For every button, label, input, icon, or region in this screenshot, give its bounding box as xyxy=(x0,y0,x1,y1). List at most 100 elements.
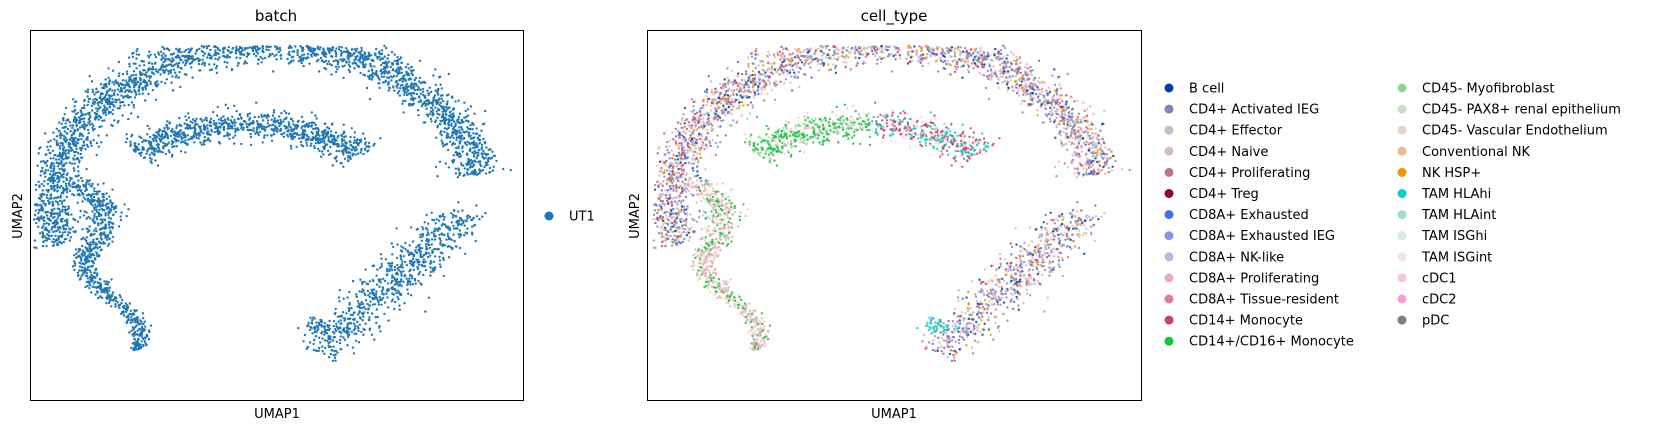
scatter-point xyxy=(390,276,394,279)
scatter-point xyxy=(340,162,343,165)
scatter-point xyxy=(348,65,352,68)
scatter-point xyxy=(187,51,190,54)
scatter-point xyxy=(408,77,411,80)
scatter-point xyxy=(193,141,196,144)
scatter-point xyxy=(367,318,371,322)
scatter-point xyxy=(426,240,429,243)
scatter-point xyxy=(61,210,64,213)
scatter-point xyxy=(186,134,190,137)
scatter-point xyxy=(396,91,400,95)
scatter-point xyxy=(443,223,447,226)
scatter-point xyxy=(279,128,282,131)
scatter-point xyxy=(85,217,89,220)
scatter-point xyxy=(355,49,358,53)
scatter-point xyxy=(106,282,109,286)
scatter-point xyxy=(361,315,365,318)
scatter-point xyxy=(56,195,60,199)
scatter-point xyxy=(470,141,474,144)
scatter-point xyxy=(483,122,486,125)
scatter-point xyxy=(95,216,98,219)
scatter-point xyxy=(175,145,178,148)
scatter-point xyxy=(193,127,197,130)
scatter-point xyxy=(951,60,954,63)
scatter-point xyxy=(344,141,347,144)
scatter-point xyxy=(438,233,441,237)
scatter-point xyxy=(94,268,97,272)
scatter-point xyxy=(40,208,43,212)
scatter-point xyxy=(1088,105,1092,108)
scatter-point xyxy=(53,212,56,215)
scatter-point xyxy=(107,94,111,97)
scatter-point xyxy=(323,54,326,57)
scatter-point xyxy=(424,94,427,98)
scatter-point xyxy=(97,114,101,118)
scatter-point xyxy=(113,89,117,92)
scatter-point xyxy=(469,123,472,127)
scatter-point xyxy=(700,228,703,231)
scatter-point xyxy=(432,270,435,273)
scatter-point xyxy=(435,227,439,231)
scatter-point xyxy=(183,141,186,144)
scatter-point xyxy=(400,284,403,288)
scatter-point xyxy=(740,79,744,82)
scatter-point xyxy=(104,214,107,217)
scatter-point xyxy=(194,119,197,123)
scatter-point xyxy=(136,147,139,150)
scatter-point xyxy=(323,326,326,330)
scatter-point xyxy=(78,269,81,272)
scatter-point xyxy=(347,327,350,330)
scatter-point xyxy=(469,147,472,150)
scatter-point xyxy=(84,274,88,277)
scatter-point xyxy=(107,67,110,70)
scatter-point xyxy=(447,106,450,109)
scatter-point xyxy=(90,104,94,108)
scatter-point xyxy=(385,292,388,296)
scatter-point xyxy=(327,135,330,138)
scatter-point xyxy=(393,59,396,63)
scatter-point xyxy=(95,242,99,246)
scatter-point xyxy=(361,306,364,310)
scatter-point xyxy=(331,164,334,167)
scatter-point xyxy=(364,56,367,59)
scatter-point xyxy=(913,45,916,48)
scatter-point xyxy=(405,277,408,280)
scatter-point xyxy=(364,268,367,271)
scatter-point xyxy=(387,89,390,92)
scatter-point xyxy=(38,147,41,150)
scatter-point xyxy=(323,141,326,145)
scatter-point xyxy=(267,55,270,58)
scatter-point xyxy=(333,335,336,339)
scatter-point xyxy=(107,223,111,226)
scatter-point xyxy=(366,311,369,314)
scatter-point xyxy=(129,144,132,148)
scatter-point xyxy=(340,51,344,55)
scatter-point xyxy=(89,217,92,220)
scatter-point xyxy=(180,136,183,139)
scatter-point xyxy=(239,52,242,55)
scatter-point xyxy=(335,322,338,325)
scatter-point xyxy=(436,112,439,116)
scatter-point xyxy=(417,258,420,262)
scatter-point xyxy=(335,47,338,50)
scatter-point xyxy=(51,202,54,206)
scatter-point xyxy=(205,119,209,122)
scatter-point xyxy=(224,103,227,107)
scatter-point xyxy=(128,65,131,68)
scatter-point xyxy=(223,55,227,59)
scatter-point xyxy=(475,127,478,130)
scatter-point xyxy=(98,228,102,231)
scatter-point xyxy=(339,49,343,53)
scatter-point xyxy=(130,316,133,319)
scatter-point xyxy=(77,174,80,177)
scatter-point xyxy=(157,71,160,74)
scatter-point xyxy=(82,271,85,275)
scatter-point xyxy=(257,133,260,137)
scatter-point xyxy=(116,301,119,304)
scatter-point xyxy=(131,55,135,58)
scatter-point xyxy=(120,211,123,214)
scatter-point xyxy=(253,45,256,48)
scatter-point xyxy=(164,59,167,63)
scatter-point xyxy=(416,244,420,247)
scatter-point xyxy=(132,148,136,151)
scatter-point xyxy=(393,278,397,281)
